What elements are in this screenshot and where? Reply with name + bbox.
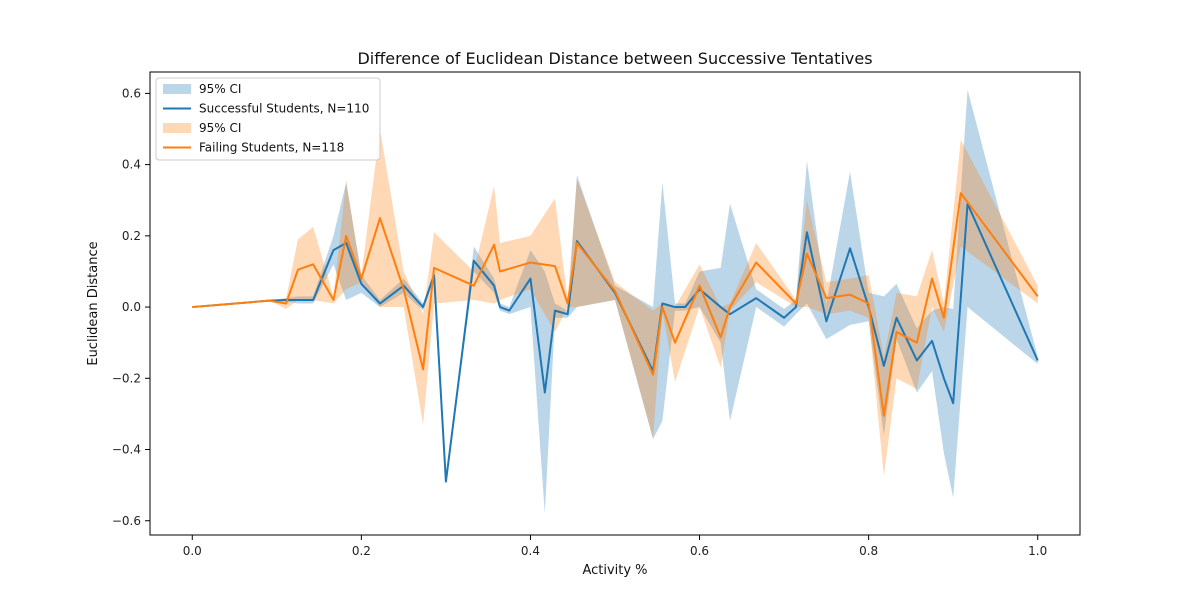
x-tick-label: 1.0 — [1028, 544, 1047, 558]
x-tick-label: 0.4 — [521, 544, 540, 558]
legend-series-label-successful: Successful Students, N=110 — [199, 102, 369, 116]
y-tick-label: 0.6 — [122, 86, 141, 100]
plot-area-frame — [149, 71, 1081, 536]
y-tick-label: 0.2 — [122, 229, 141, 243]
y-axis-label: Euclidean Distance — [86, 241, 101, 365]
legend-ci-label-failing: 95% CI — [199, 121, 241, 135]
y-tick-label: −0.4 — [112, 443, 141, 457]
legend-box — [155, 77, 381, 161]
y-tick-label: −0.6 — [112, 514, 141, 528]
y-tick-label: 0.0 — [122, 300, 141, 314]
legend-ci-label-successful: 95% CI — [199, 82, 241, 96]
legend-ci-swatch-successful — [163, 84, 191, 94]
legend-series-label-failing: Failing Students, N=118 — [199, 141, 344, 155]
chart-title: Difference of Euclidean Distance between… — [357, 49, 872, 68]
legend: 95% CI Successful Students, N=110 95% CI… — [155, 77, 381, 161]
x-tick-label: 0.6 — [690, 544, 709, 558]
x-tick-label: 0.0 — [183, 544, 202, 558]
series-line-layer — [192, 192, 1039, 483]
y-tick-label: −0.2 — [112, 371, 141, 385]
ci-band-successful — [192, 89, 1038, 514]
x-axis-ticks: 0.0 0.2 0.4 0.6 0.8 1.0 — [183, 535, 1047, 558]
legend-ci-swatch-failing — [163, 123, 191, 133]
y-tick-label: 0.4 — [122, 158, 141, 172]
x-axis-label: Activity % — [582, 563, 647, 578]
x-tick-label: 0.8 — [859, 544, 878, 558]
y-axis-ticks: −0.6 −0.4 −0.2 0.0 0.2 0.4 0.6 — [112, 86, 150, 528]
x-tick-label: 0.2 — [352, 544, 371, 558]
series-line-failing — [192, 192, 1039, 417]
